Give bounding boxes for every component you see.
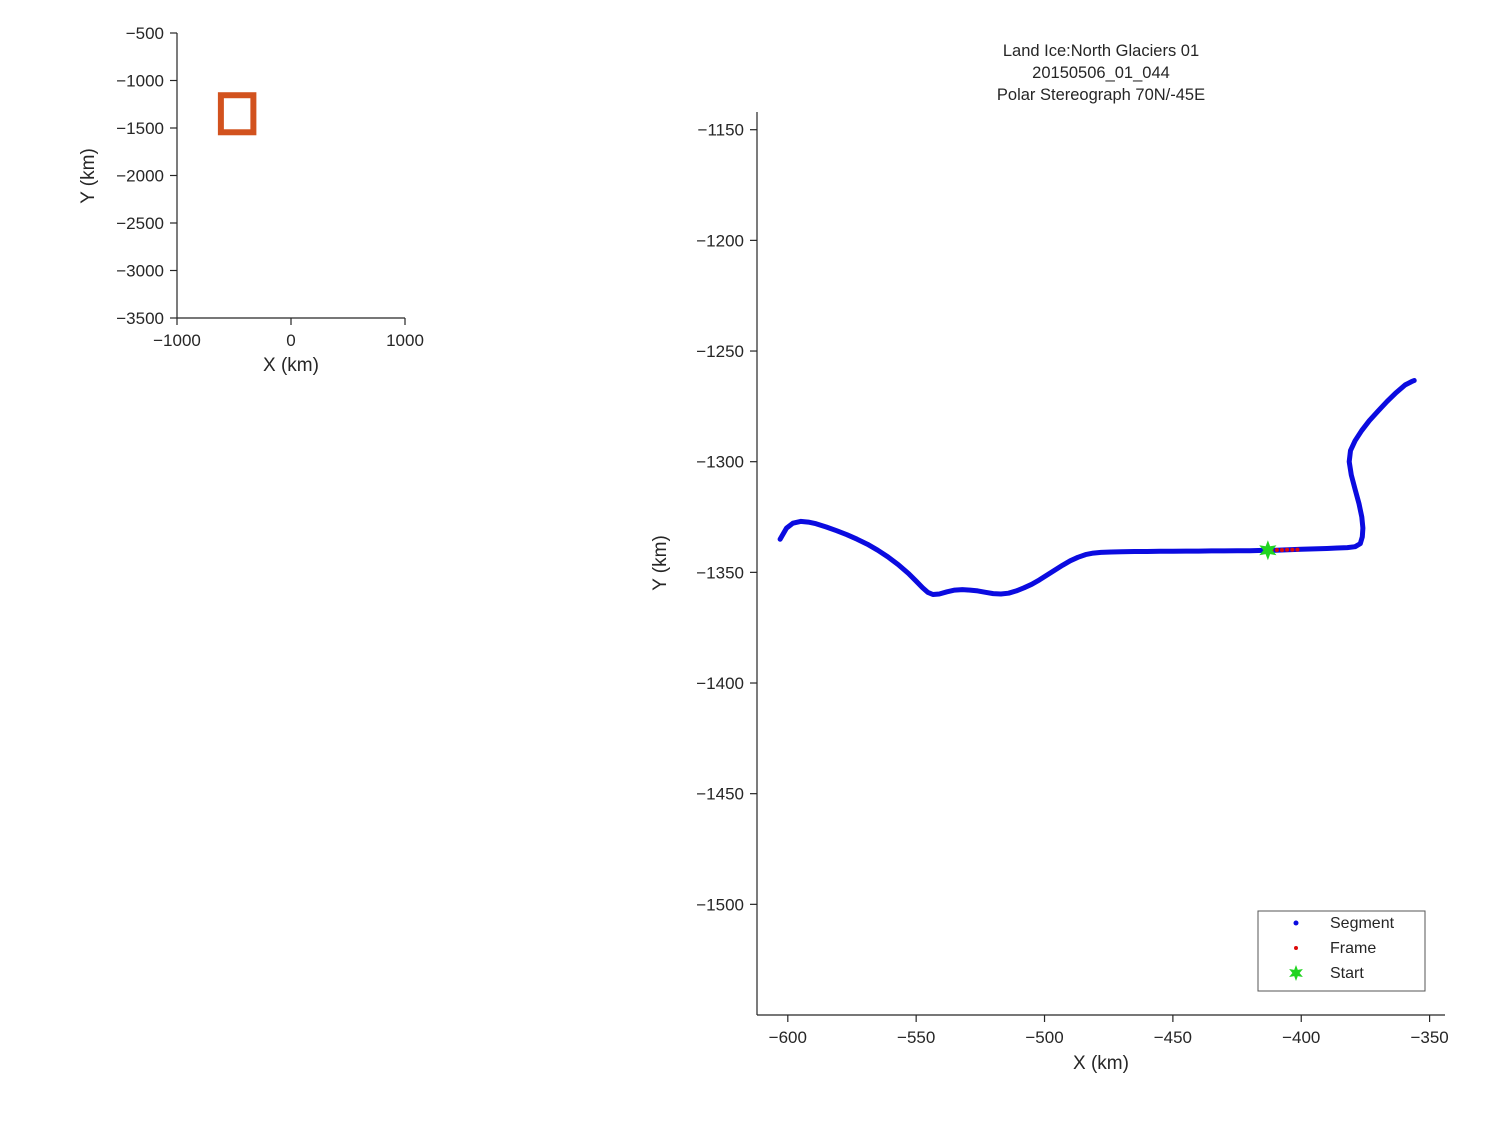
legend-label-frame: Frame [1330,940,1376,957]
legend-box [1257,910,1426,992]
detail-title-line1: Land Ice:North Glaciers 01 [1003,42,1199,60]
x-tick-label: −350 [1410,1028,1448,1047]
overview-chart: −1000 0 1000 −500 −1000 −1500 −2000 −2500 −3000 −… [116,24,424,350]
legend-label-segment: Segment [1330,915,1395,932]
legend-marker-frame [1294,946,1298,950]
x-tick-label: −600 [769,1028,807,1047]
x-tick-label: −550 [897,1028,935,1047]
y-tick-label: −3000 [116,262,164,281]
detail-chart: −600 −550 −500 −450 −400 −350 −1150 −1200 −1250 −… [696,112,1449,1047]
frame-dot [1274,548,1279,552]
frame-dot [1290,547,1295,552]
frame-dot [1285,547,1290,552]
detail-xlabel: X (km) [1073,1053,1129,1074]
detail-ylabel: Y (km) [650,535,671,591]
x-tick-label: −500 [1025,1028,1063,1047]
x-tick-label: 1000 [386,331,424,350]
y-tick-label: −1450 [696,785,744,804]
y-tick-label: −1000 [116,72,164,91]
y-tick-label: −3500 [116,309,164,328]
detail-title-line3: Polar Stereograph 70N/-45E [997,86,1205,104]
x-tick-label: −450 [1154,1028,1192,1047]
y-tick-label: −1350 [696,563,744,582]
overview-ylabel: Y (km) [78,148,99,204]
x-tick-label: 0 [286,331,295,350]
y-tick-label: −1400 [696,674,744,693]
legend-marker-start [1289,965,1303,981]
frame-dot [1295,547,1300,552]
x-tick-label: −400 [1282,1028,1320,1047]
x-tick-label: −1000 [153,331,201,350]
y-tick-label: −1150 [698,121,744,140]
y-tick-label: −1500 [116,119,164,138]
detail-title-line2: 20150506_01_044 [1032,64,1170,82]
frame-dot [1280,548,1284,552]
y-tick-label: −1300 [696,453,744,472]
y-tick-label: −2500 [116,214,164,233]
y-tick-label: −1500 [696,895,744,914]
segment-line [777,378,1417,597]
y-tick-label: −500 [126,24,164,43]
y-tick-label: −1200 [696,231,744,250]
start-marker [1259,540,1277,561]
legend-marker-segment [1293,920,1299,926]
coverage-box [217,92,257,136]
overview-xlabel: X (km) [263,355,319,376]
legend-label-start: Start [1330,965,1364,982]
y-tick-label: −1250 [696,342,744,361]
y-tick-label: −2000 [116,167,164,186]
